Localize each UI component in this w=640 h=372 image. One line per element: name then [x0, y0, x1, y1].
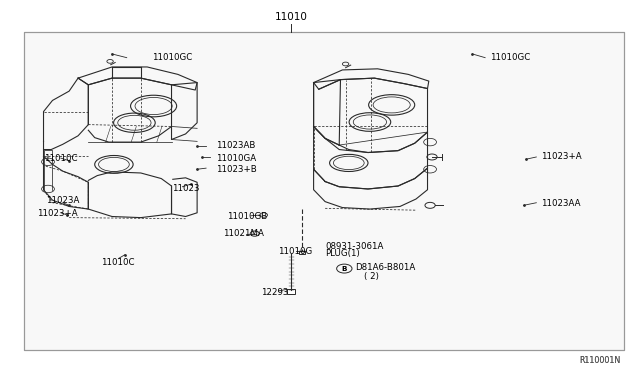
Text: 11023A: 11023A — [46, 196, 79, 205]
Text: 11023+A: 11023+A — [541, 153, 581, 161]
Text: 11023: 11023 — [172, 185, 199, 193]
Text: 11021MA: 11021MA — [223, 229, 264, 238]
Text: ( 2): ( 2) — [364, 272, 378, 281]
Text: R110001N: R110001N — [580, 356, 621, 365]
Text: 11010GC: 11010GC — [152, 53, 193, 62]
Text: 11010: 11010 — [275, 12, 308, 22]
Text: 11010G: 11010G — [278, 247, 313, 256]
Text: 08931-3061A: 08931-3061A — [325, 242, 383, 251]
Bar — [287, 289, 295, 294]
Bar — [24, 32, 624, 350]
Text: 11023AB: 11023AB — [216, 141, 256, 150]
Text: D81A6-B801A: D81A6-B801A — [355, 263, 415, 272]
Bar — [299, 251, 305, 254]
Text: 12293: 12293 — [261, 288, 289, 296]
Text: R110001N: R110001N — [580, 356, 621, 365]
Text: 11010C: 11010C — [101, 258, 134, 267]
Text: 11010GA: 11010GA — [216, 154, 257, 163]
Text: PLUG(1): PLUG(1) — [325, 249, 360, 258]
Text: 11010GC: 11010GC — [490, 53, 530, 62]
Text: B: B — [342, 266, 347, 272]
Text: 11023+A: 11023+A — [37, 209, 77, 218]
Text: 11010C: 11010C — [44, 154, 77, 163]
Text: 11023+B: 11023+B — [216, 165, 257, 174]
Bar — [24, 32, 624, 350]
Text: 11023AA: 11023AA — [541, 199, 580, 208]
Text: 11010GB: 11010GB — [227, 212, 268, 221]
